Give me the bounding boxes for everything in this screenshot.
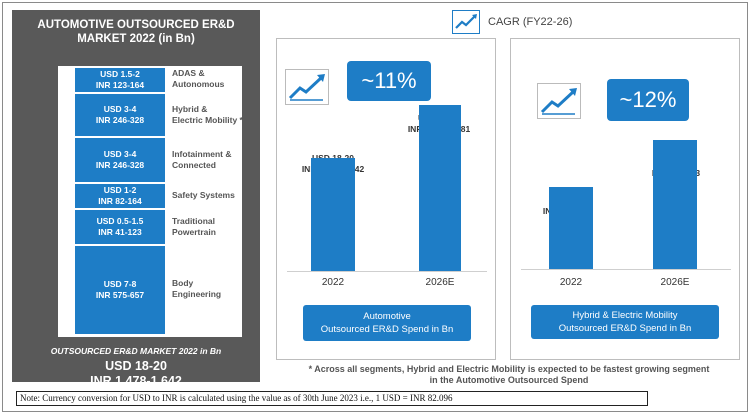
segment-label-safety: Safety Systems: [172, 190, 235, 201]
hybrid-ev-spend-panel: ~12% USD 3-4 INR 246-328 USD 5-6 INR 410…: [510, 38, 740, 360]
segment-label-line1: Safety Systems: [172, 190, 235, 200]
bar-2022: [311, 158, 355, 271]
segment-label-line1: ADAS &: [172, 68, 205, 78]
segment-powertrain: USD 0.5-1.5 INR 41-123: [75, 210, 165, 244]
segment-value-inr: INR 123-164: [95, 80, 145, 90]
segment-label-line1: Infotainment &: [172, 149, 232, 159]
bar-label-usd: USD 18-20: [285, 153, 381, 164]
segment-value-usd: USD 1-2: [103, 185, 137, 195]
segment-label-line2: Autonomous: [172, 79, 225, 89]
footnote: * Across all segments, Hybrid and Electr…: [270, 364, 748, 386]
segment-label-hybrid: Hybrid & Electric Mobility *: [172, 104, 243, 126]
currency-note: Note: Currency conversion for USD to INR…: [16, 391, 648, 406]
x-tick-2022: 2022: [321, 277, 345, 288]
segment-safety: USD 1-2 INR 82-164: [75, 184, 165, 208]
x-tick-2026e: 2026E: [425, 277, 455, 288]
bar-2026e: [653, 139, 697, 269]
segment-value-usd: USD 3-4: [103, 149, 137, 159]
segment-label-line1: Hybrid &: [172, 104, 208, 114]
segment-infotainment: USD 3-4 INR 246-328: [75, 138, 165, 182]
market-breakdown-panel: AUTOMOTIVE OUTSOURCED ER&D MARKET 2022 (…: [12, 10, 260, 388]
x-tick-2022: 2022: [559, 277, 583, 288]
segment-label-line2: Engineering: [172, 289, 222, 299]
caption-line1: Automotive: [363, 311, 411, 322]
segment-value-usd: USD 3-4: [103, 104, 137, 114]
segment-value-usd: USD 1.5-2: [100, 69, 140, 79]
market-title-line2: MARKET 2022 (in Bn): [77, 33, 195, 45]
segment-value-usd: USD 0.5-1.5: [96, 216, 144, 226]
market-total-usd: USD 18-20: [105, 359, 167, 373]
segment-value-inr: INR 246-328: [95, 160, 145, 170]
x-axis: [521, 269, 731, 270]
footnote-line1: * Across all segments, Hybrid and Electr…: [308, 364, 710, 374]
segment-label-line2: Powertrain: [172, 227, 216, 237]
cagr-badge-automotive: ~11%: [347, 61, 431, 101]
market-total-title: OUTSOURCED ER&D MARKET 2022 in Bn: [50, 346, 222, 356]
trend-up-icon: [452, 10, 480, 34]
segment-hybrid: USD 3-4 INR 246-328: [75, 94, 165, 136]
x-tick-2026e: 2026E: [660, 277, 690, 288]
segment-body: USD 7-8 INR 575-657: [75, 246, 165, 334]
segment-label-line2: Connected: [172, 160, 216, 170]
cagr-badge-hybrid: ~12%: [607, 79, 689, 121]
segment-value-inr: INR 246-328: [95, 115, 145, 125]
segment-label-adas: ADAS & Autonomous: [172, 68, 224, 90]
trend-up-icon: [285, 69, 329, 105]
segment-value-inr: INR 41-123: [98, 227, 142, 237]
caption-line1: Hybrid & Electric Mobility: [572, 310, 678, 321]
panel-caption-hybrid: Hybrid & Electric Mobility Outsourced ER…: [531, 305, 719, 339]
caption-line2: Outsourced ER&D Spend in Bn: [320, 324, 454, 335]
caption-line2: Outsourced ER&D Spend in Bn: [558, 323, 692, 334]
segment-value-usd: USD 7-8: [103, 279, 137, 289]
segment-label-infotainment: Infotainment & Connected: [172, 149, 232, 171]
bar-2022: [549, 186, 593, 269]
segment-label-line2: Electric Mobility *: [172, 115, 243, 125]
market-total-inr: INR 1,478-1,642: [90, 374, 182, 388]
bar-2026e: [419, 104, 461, 271]
outer-frame: [2, 2, 748, 412]
automotive-spend-panel: ~11% USD 18-20 INR 1,478-1,642 USD 27-29…: [276, 38, 496, 360]
segment-label-line1: Body: [172, 278, 194, 288]
trend-up-icon: [537, 83, 581, 119]
segment-label-line1: Traditional: [172, 216, 215, 226]
footnote-line2: in the Automotive Outsourced Spend: [429, 375, 589, 385]
segment-value-inr: INR 82-164: [98, 196, 142, 206]
panel-caption-automotive: Automotive Outsourced ER&D Spend in Bn: [303, 305, 471, 341]
market-title: AUTOMOTIVE OUTSOURCED ER&D MARKET 2022 (…: [12, 18, 260, 46]
x-axis: [287, 271, 487, 272]
cagr-header: CAGR (FY22-26): [488, 16, 573, 28]
segment-value-inr: INR 575-657: [95, 290, 145, 300]
segment-adas: USD 1.5-2 INR 123-164: [75, 68, 165, 92]
segment-label-powertrain: Traditional Powertrain: [172, 216, 216, 238]
segment-label-body: Body Engineering: [172, 278, 221, 300]
market-title-line1: AUTOMOTIVE OUTSOURCED ER&D: [37, 19, 235, 31]
